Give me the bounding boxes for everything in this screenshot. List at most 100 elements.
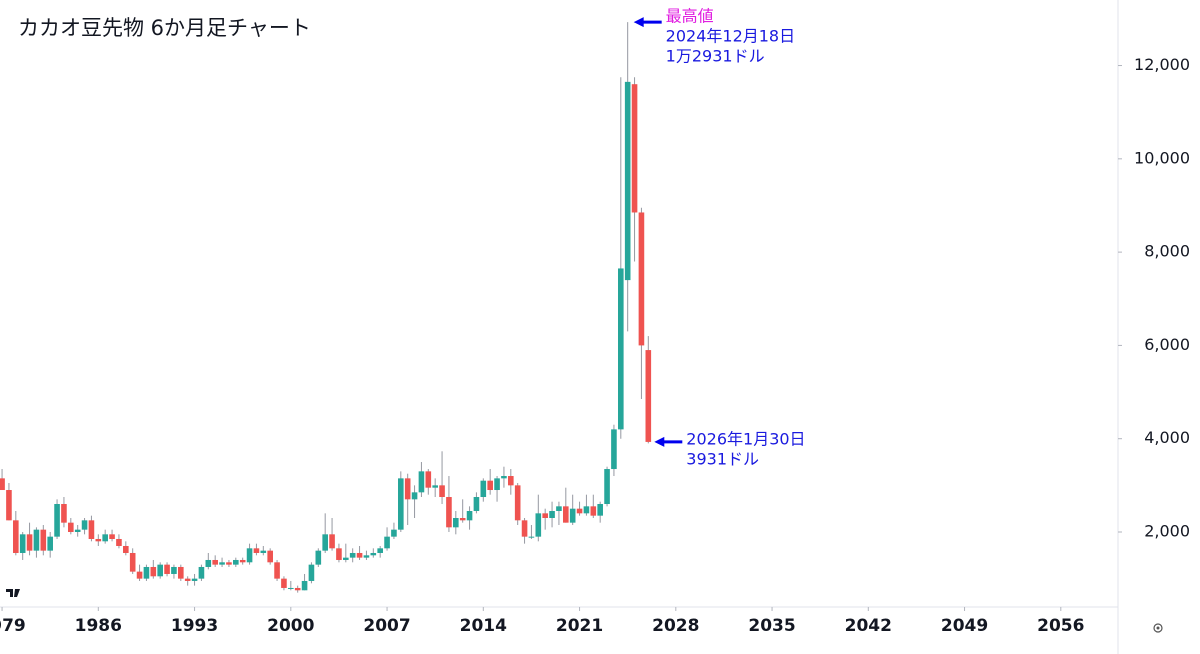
y-tick-label: 2,000 [1144, 521, 1190, 540]
candle-body [604, 469, 610, 505]
candle-body [61, 504, 67, 523]
annotation-text: 1万2931ドル [666, 47, 765, 66]
candle-body [473, 497, 480, 512]
candle-body [391, 529, 397, 537]
candle-body [322, 534, 328, 551]
candle-body [19, 534, 26, 553]
candle-body [308, 564, 315, 581]
annotation-text: 2024年12月18日 [666, 27, 795, 46]
candle-body [74, 529, 81, 532]
annotation-arrow [654, 436, 683, 447]
candle-body [611, 429, 617, 470]
candle-body [281, 578, 287, 588]
candle-body [239, 559, 246, 563]
candle-body [514, 485, 521, 521]
candle-body [404, 478, 411, 500]
x-tick-label: 1979 [0, 616, 26, 636]
candle-body [521, 520, 528, 537]
candle-body [494, 478, 500, 491]
annotation-text: 最高値 [666, 7, 714, 26]
candle-body [542, 513, 548, 519]
candle-body [123, 545, 129, 553]
candle-body [597, 504, 603, 516]
x-tick-label: 2056 [1037, 616, 1084, 636]
candle-body [233, 559, 239, 565]
x-tick-label: 2042 [845, 616, 892, 636]
candle-body [301, 580, 308, 591]
candle-body [576, 508, 583, 514]
candle-body [116, 538, 122, 546]
x-tick-label: 2035 [748, 616, 795, 636]
candle-body [425, 471, 432, 488]
candle-body [535, 513, 542, 537]
candle-body [645, 350, 652, 442]
candle-body [590, 506, 597, 516]
candle-body [398, 478, 404, 530]
candle-body [549, 511, 555, 519]
y-tick-label: 4,000 [1144, 428, 1190, 447]
x-tick-label: 2028 [652, 616, 699, 636]
candle-body [480, 480, 487, 498]
candle-body [95, 538, 102, 542]
candle-body [624, 81, 631, 281]
candle-body [432, 485, 438, 488]
annotation-text: 2026年1月30日 [686, 429, 805, 448]
logo [6, 589, 20, 597]
candle-body [54, 504, 60, 537]
candle-body [150, 566, 157, 577]
candle-body [569, 508, 576, 523]
y-tick-label: 8,000 [1144, 242, 1190, 261]
x-tick-label: 1986 [75, 616, 122, 636]
candle-body [274, 562, 280, 579]
candle-body [349, 552, 356, 558]
candle-body [6, 490, 12, 521]
candle-body [33, 529, 40, 551]
candle-body [356, 552, 363, 558]
candle-body [164, 564, 170, 574]
x-tick-label: 2007 [363, 616, 410, 636]
candle-body [191, 578, 198, 581]
candle-body [13, 520, 19, 553]
candle-body [384, 536, 390, 549]
candle-body [501, 476, 507, 479]
candle-body [377, 548, 383, 553]
candle-body [226, 562, 232, 565]
candle-body [129, 552, 136, 572]
candle-body [253, 548, 260, 553]
candle-body [459, 518, 466, 521]
candle-body [260, 550, 267, 553]
candle-body [343, 557, 349, 560]
candle-body [267, 550, 273, 563]
candle-body [198, 566, 205, 579]
candle-body [583, 506, 590, 514]
settings-icon [1153, 623, 1163, 633]
annotation-arrow [633, 17, 662, 28]
y-tick-label: 12,000 [1134, 55, 1190, 74]
candle-body [618, 268, 624, 430]
candle-body [40, 529, 47, 551]
candle-body [556, 506, 562, 512]
candle-body [143, 566, 150, 579]
candle-body [205, 559, 212, 567]
candle-body [136, 571, 143, 579]
candle-body [411, 492, 418, 500]
candle-body [487, 480, 493, 491]
candle-body [0, 478, 5, 491]
candle-body [68, 522, 74, 532]
y-tick-label: 10,000 [1134, 148, 1190, 167]
candle-body [288, 587, 294, 589]
candle-body [439, 485, 445, 498]
candle-body [157, 564, 163, 577]
candle-body [466, 511, 473, 521]
candle-body [102, 534, 108, 542]
candle-body [109, 534, 115, 539]
x-tick-label: 1993 [171, 616, 218, 636]
candle-body [329, 534, 335, 549]
candle-body [47, 536, 53, 551]
x-tick-label: 2014 [460, 616, 507, 636]
y-tick-label: 6,000 [1144, 335, 1190, 354]
candle-body [631, 84, 638, 213]
annotation-text: 3931ドル [686, 449, 759, 468]
candle-body [446, 497, 452, 528]
